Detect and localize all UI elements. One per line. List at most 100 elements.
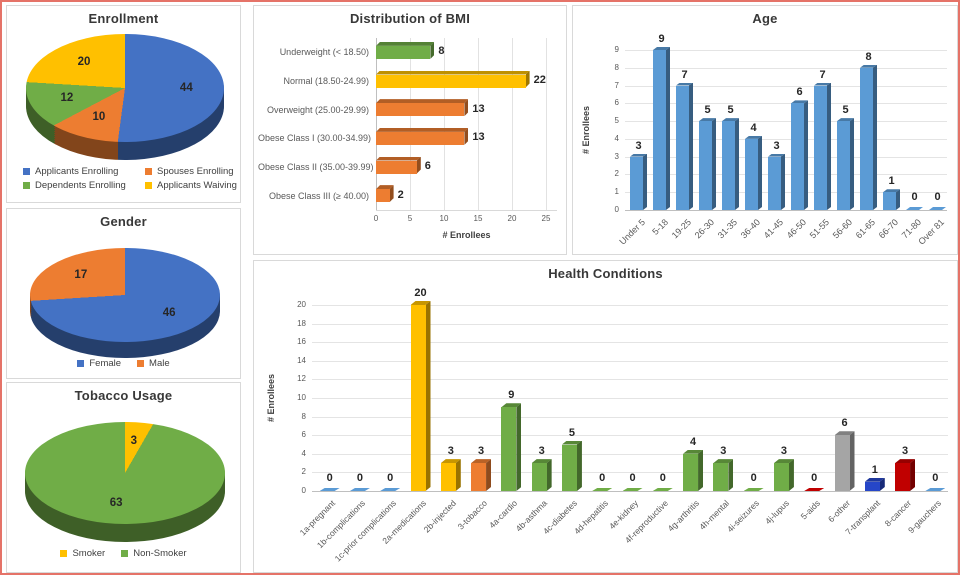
y-category-label: Underweight (< 18.50) xyxy=(279,47,369,58)
legend-marker-icon xyxy=(121,550,129,557)
gridline xyxy=(478,38,479,210)
bar-4f-reproductive xyxy=(653,488,673,491)
pie-surface xyxy=(26,34,224,142)
tobacco-title: Tobacco Usage xyxy=(74,388,173,403)
bar-Over 81 xyxy=(929,207,946,210)
y-axis-title: # Enrollees xyxy=(266,373,276,423)
bar-value-label: 0 xyxy=(326,472,333,484)
bar-end-face xyxy=(464,99,468,116)
gridline xyxy=(444,38,445,210)
y-tick-label: 5 xyxy=(614,116,619,126)
bar-1c-prior complications xyxy=(380,488,400,491)
y-tick-label: 18 xyxy=(297,318,306,328)
bmi-panel: Distribution of BMI 0 5 10 15 20 25 # Enrollee… xyxy=(253,5,567,255)
bar-value-label: 7 xyxy=(819,68,826,81)
bar-value-label: 0 xyxy=(356,472,363,484)
bar-top-face xyxy=(376,42,434,46)
bar-4b-asthma xyxy=(531,463,547,491)
gridline xyxy=(312,305,948,306)
gridline xyxy=(625,121,947,123)
bar-41-45 xyxy=(768,156,781,210)
age-bar-chart: 0 1 2 3 4 5 6 7 8 9 # Enrollees 3 Under 5 9 5-18 7 19-25… xyxy=(573,6,957,254)
bar-value-label: 13 xyxy=(472,131,485,144)
bar-4g-arthritis xyxy=(683,453,699,491)
pie-data-label: 63 xyxy=(109,497,123,510)
bar-Under 5 xyxy=(630,156,643,210)
bar-end-face xyxy=(417,157,421,174)
legend-label: Female xyxy=(89,358,122,369)
bar-end-face xyxy=(430,42,434,59)
bar-side-face xyxy=(789,459,794,491)
x-tick-label: 15 xyxy=(473,214,483,223)
bar-side-face xyxy=(804,100,808,210)
bar-side-face xyxy=(643,154,647,210)
enrollment-title: Enrollment xyxy=(88,11,159,26)
gridline xyxy=(312,472,948,474)
bar-side-face xyxy=(781,154,785,210)
tobacco-panel: Tobacco Usage 3 63 Smoker Non-Smoker xyxy=(6,382,241,573)
bar-top-face xyxy=(683,450,703,454)
gridline xyxy=(546,38,547,210)
y-tick-label: 7 xyxy=(614,80,619,90)
bar-26-30 xyxy=(699,121,712,210)
bar-top-face xyxy=(411,301,431,305)
y-tick-label: 2 xyxy=(301,467,306,477)
bar-66-70 xyxy=(883,192,896,210)
bar-side-face xyxy=(827,83,831,210)
bar-value-label: 0 xyxy=(934,191,941,203)
bar-value-label: 4 xyxy=(690,435,697,448)
bar-top-face xyxy=(376,128,468,132)
legend-marker-icon xyxy=(23,168,30,175)
legend-marker-icon xyxy=(77,360,85,367)
bar-top-face xyxy=(653,47,670,50)
bar-side-face xyxy=(577,441,582,492)
bar-7-transplant xyxy=(864,481,880,491)
bar-side-face xyxy=(896,189,900,210)
bar-Normal (18.50-24.99) xyxy=(376,74,526,88)
bar-value-label: 0 xyxy=(750,472,757,484)
legend: Smoker Non-Smoker xyxy=(7,548,240,559)
bar-top-face xyxy=(774,459,794,463)
legend-marker-icon xyxy=(145,182,152,189)
bar-top-face xyxy=(376,185,394,189)
bar-top-face xyxy=(441,459,461,463)
bar-31-35 xyxy=(722,121,735,210)
bar-5-aids xyxy=(804,488,824,491)
legend-label: Spouses Enrolling xyxy=(157,166,234,177)
gridline xyxy=(625,67,947,69)
bar-top-face xyxy=(630,154,647,157)
health-title: Health Conditions xyxy=(548,266,663,281)
x-tick-label: 10 xyxy=(439,214,449,223)
bar-46-50 xyxy=(791,103,804,210)
x-axis-title: # Enrollees xyxy=(442,230,491,240)
y-tick-label: 8 xyxy=(614,62,619,72)
bar-4e-kidney xyxy=(623,488,643,491)
legend-marker-icon xyxy=(145,168,152,175)
enrollment-panel: Enrollment 44 10 12 20 Applicants Enrolling S… xyxy=(6,5,241,203)
y-axis-line xyxy=(376,38,377,210)
y-tick-label: 8 xyxy=(301,411,306,421)
bar-value-label: 5 xyxy=(568,426,575,439)
bar-value-label: 20 xyxy=(414,287,427,299)
legend-marker-icon xyxy=(60,550,68,557)
bar-value-label: 0 xyxy=(811,472,818,484)
legend: Applicants Enrolling Spouses Enrolling Dep… xyxy=(23,166,240,191)
bar-2a-medications xyxy=(410,305,426,491)
legend-marker-icon xyxy=(23,182,30,189)
bar-1a-pregnant xyxy=(320,488,340,491)
y-tick-label: 0 xyxy=(614,205,619,214)
bar-value-label: 13 xyxy=(472,102,485,115)
bar-4h-mental xyxy=(713,463,729,491)
age-panel: Age 0 1 2 3 4 5 6 7 8 9 # Enrollees 3 Under 5 9 5-18 7 1… xyxy=(572,5,958,255)
y-tick-label: 4 xyxy=(301,448,306,458)
bmi-title: Distribution of BMI xyxy=(349,11,471,26)
gridline xyxy=(312,416,948,418)
bar-top-face xyxy=(865,478,885,482)
bar-side-face xyxy=(547,459,552,491)
bar-value-label: 6 xyxy=(796,86,803,99)
y-tick-label: 12 xyxy=(297,374,306,384)
bar-value-label: 0 xyxy=(659,472,666,484)
bar-value-label: 0 xyxy=(932,472,939,484)
bar-61-65 xyxy=(860,67,873,210)
bar-value-label: 5 xyxy=(704,104,711,117)
